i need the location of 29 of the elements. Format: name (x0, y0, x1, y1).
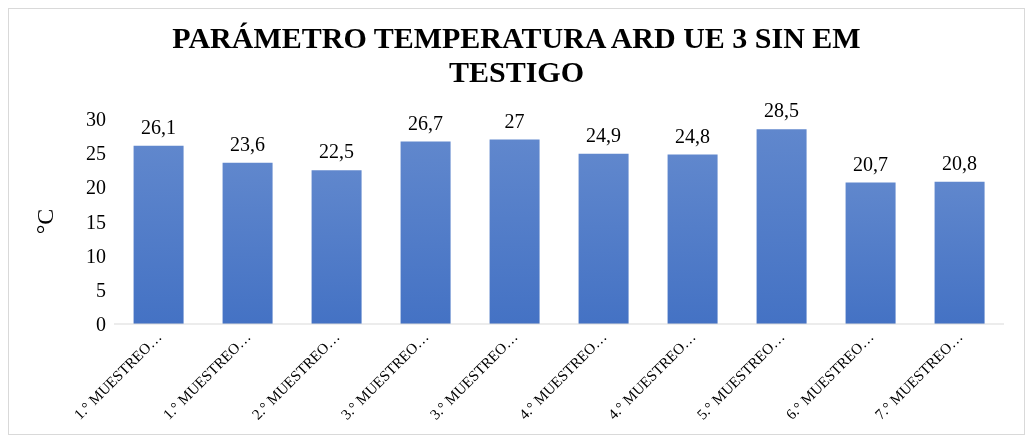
data-label: 27 (504, 109, 525, 132)
bar (934, 181, 985, 324)
data-label: 20,8 (942, 151, 978, 174)
chart-title: PARÁMETRO TEMPERATURA ARD UE 3 SIN EM TESTIGO (171, 21, 862, 89)
y-tick-label: 25 (86, 142, 106, 165)
data-label: 20,7 (853, 152, 889, 175)
bar (756, 129, 807, 324)
data-label: 28,5 (764, 99, 800, 122)
data-label: 26,7 (408, 111, 444, 134)
y-tick-label: 30 (86, 108, 106, 131)
y-tick-label: 15 (86, 210, 106, 233)
data-label: 24,9 (586, 123, 622, 146)
y-axis-title: °C (31, 208, 58, 235)
bar (400, 141, 451, 324)
bar (845, 182, 896, 324)
data-label: 22,5 (319, 140, 355, 163)
y-tick-label: 20 (86, 176, 106, 199)
y-tick-label: 5 (96, 278, 106, 301)
bar (489, 139, 540, 324)
bar (311, 170, 362, 324)
bar (667, 154, 718, 324)
data-label: 24,8 (675, 124, 711, 147)
bar (578, 153, 629, 324)
bar (133, 145, 184, 324)
y-tick-label: 0 (96, 313, 106, 336)
y-tick-label: 10 (86, 244, 106, 267)
bar (222, 162, 273, 324)
data-label: 26,1 (141, 115, 177, 138)
data-label: 23,6 (230, 132, 266, 155)
